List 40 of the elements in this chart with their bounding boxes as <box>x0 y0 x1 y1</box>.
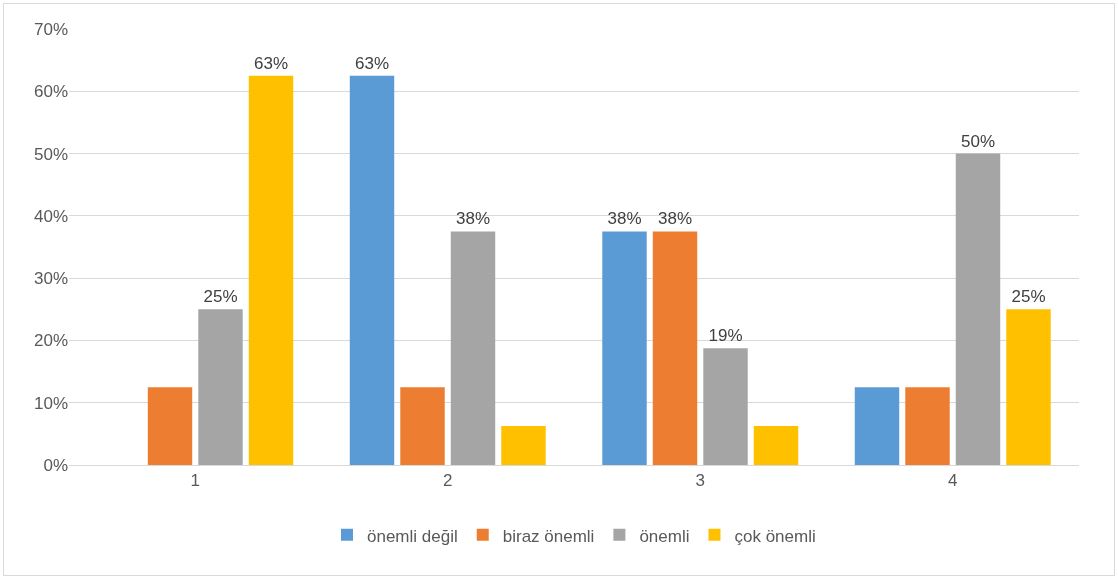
bar <box>703 348 748 465</box>
data-label: 63% <box>253 53 289 73</box>
bar <box>450 231 496 465</box>
bar <box>753 426 799 465</box>
y-tick-label: 10% <box>33 393 68 413</box>
bar <box>602 231 647 465</box>
x-tick-label: 4 <box>948 471 958 491</box>
y-tick-label: 40% <box>33 206 68 226</box>
bar <box>854 387 900 465</box>
y-tick-label: 0% <box>43 455 68 475</box>
bar <box>248 75 294 465</box>
bar <box>400 387 445 465</box>
data-label: 38% <box>455 209 491 229</box>
bar <box>501 426 546 465</box>
bar <box>349 75 395 465</box>
x-tick-label: 2 <box>443 471 453 491</box>
data-label: 38% <box>607 209 642 229</box>
data-label: 50% <box>960 131 996 151</box>
data-label: 25% <box>1011 287 1046 307</box>
y-tick-label: 60% <box>33 82 68 102</box>
bar <box>652 231 698 465</box>
y-tick-label: 70% <box>33 19 68 39</box>
legend-label: çok önemli <box>734 526 816 546</box>
x-tick-label: 1 <box>190 471 200 491</box>
y-tick-label: 30% <box>33 269 68 289</box>
legend-label: önemli değil <box>367 526 458 546</box>
legend-label: biraz önemli <box>502 526 595 546</box>
y-tick-label: 20% <box>33 331 68 351</box>
legend-label: önemli <box>639 526 690 546</box>
data-label: 38% <box>657 209 693 229</box>
bar <box>955 153 1001 465</box>
y-tick-label: 50% <box>33 144 68 164</box>
bar <box>1006 309 1051 465</box>
data-label: 19% <box>708 326 743 346</box>
bar <box>147 387 193 465</box>
x-tick-label: 3 <box>695 471 705 491</box>
bar <box>905 387 950 465</box>
bar <box>198 309 243 465</box>
data-label: 63% <box>354 53 390 73</box>
data-label: 25% <box>203 287 238 307</box>
